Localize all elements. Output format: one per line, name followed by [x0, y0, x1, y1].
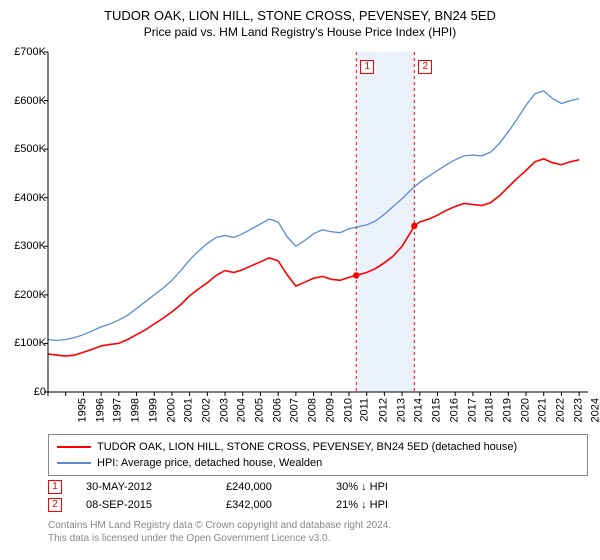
chart-title-main: TUDOR OAK, LION HILL, STONE CROSS, PEVEN…	[10, 8, 590, 23]
footer-line1: Contains HM Land Registry data © Crown c…	[48, 520, 391, 533]
sales-date-2: 08-SEP-2015	[86, 499, 226, 511]
x-tick-label: 2002	[200, 398, 212, 422]
y-tick-label: £200K	[14, 289, 46, 301]
sales-marker-1: 1	[48, 480, 62, 494]
x-tick-label: 2015	[431, 398, 443, 422]
sales-table: 1 30-MAY-2012 £240,000 30% ↓ HPI 2 08-SE…	[48, 478, 588, 514]
y-tick-label: £500K	[14, 143, 46, 155]
chart-marker-2: 2	[418, 60, 432, 74]
chart-plot-area	[48, 52, 588, 392]
x-tick-label: 2003	[218, 398, 230, 422]
legend-swatch-hpi	[57, 462, 91, 464]
footer-attribution: Contains HM Land Registry data © Crown c…	[48, 520, 391, 545]
x-tick-label: 2000	[165, 398, 177, 422]
legend-label-hpi: HPI: Average price, detached house, Weal…	[97, 457, 322, 469]
x-tick-label: 2022	[555, 398, 567, 422]
x-tick-label: 1996	[94, 398, 106, 422]
x-tick-label: 1998	[130, 398, 142, 422]
sales-row-2: 2 08-SEP-2015 £342,000 21% ↓ HPI	[48, 496, 588, 514]
sales-marker-2: 2	[48, 498, 62, 512]
x-tick-label: 2012	[377, 398, 389, 422]
chart-title-sub: Price paid vs. HM Land Registry's House …	[10, 25, 590, 39]
chart-marker-1: 1	[360, 60, 374, 74]
x-tick-label: 2011	[359, 398, 371, 422]
x-tick-label: 2024	[590, 398, 600, 422]
chart-title-block: TUDOR OAK, LION HILL, STONE CROSS, PEVEN…	[0, 0, 600, 43]
x-tick-label: 1997	[112, 398, 124, 422]
x-tick-label: 2013	[395, 398, 407, 422]
sales-date-1: 30-MAY-2012	[86, 481, 226, 493]
legend-row-subject: TUDOR OAK, LION HILL, STONE CROSS, PEVEN…	[57, 439, 579, 455]
y-tick-label: £600K	[14, 95, 46, 107]
sales-row-1: 1 30-MAY-2012 £240,000 30% ↓ HPI	[48, 478, 588, 496]
x-tick-label: 2008	[307, 398, 319, 422]
sales-price-2: £342,000	[226, 499, 336, 511]
chart-svg	[48, 52, 588, 392]
x-tick-label: 2023	[572, 398, 584, 422]
x-tick-label: 2020	[519, 398, 531, 422]
y-tick-label: £400K	[14, 192, 46, 204]
sales-price-1: £240,000	[226, 481, 336, 493]
y-tick-label: £300K	[14, 240, 46, 252]
legend: TUDOR OAK, LION HILL, STONE CROSS, PEVEN…	[48, 434, 588, 476]
x-tick-label: 2001	[183, 398, 195, 422]
x-tick-label: 2004	[236, 398, 248, 422]
x-tick-label: 2010	[342, 398, 354, 422]
x-tick-label: 2019	[501, 398, 513, 422]
legend-label-subject: TUDOR OAK, LION HILL, STONE CROSS, PEVEN…	[97, 441, 517, 453]
x-tick-label: 2016	[448, 398, 460, 422]
x-tick-label: 2017	[466, 398, 478, 422]
x-tick-label: 2006	[271, 398, 283, 422]
x-tick-label: 1999	[147, 398, 159, 422]
sales-delta-1: 30% ↓ HPI	[336, 481, 446, 493]
y-tick-label: £700K	[14, 46, 46, 58]
y-tick-label: £100K	[14, 337, 46, 349]
y-tick-label: £0	[34, 386, 46, 398]
x-tick-label: 1995	[76, 398, 88, 422]
legend-row-hpi: HPI: Average price, detached house, Weal…	[57, 455, 579, 471]
footer-line2: This data is licensed under the Open Gov…	[48, 533, 391, 546]
legend-swatch-subject	[57, 446, 91, 448]
x-tick-label: 2014	[413, 398, 425, 422]
x-tick-label: 2021	[537, 398, 549, 422]
sales-delta-2: 21% ↓ HPI	[336, 499, 446, 511]
x-tick-label: 2005	[254, 398, 266, 422]
x-tick-label: 2009	[324, 398, 336, 422]
x-tick-label: 2007	[289, 398, 301, 422]
x-tick-label: 2018	[484, 398, 496, 422]
